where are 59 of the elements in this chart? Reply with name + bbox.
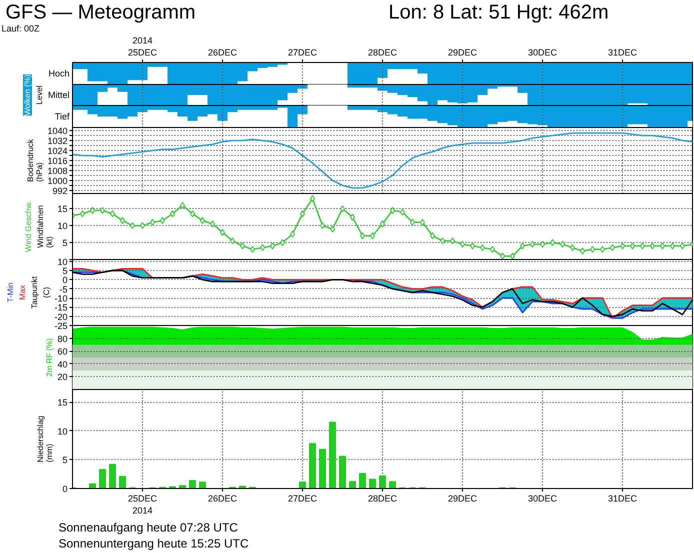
x-tick-label: 30DEC <box>528 48 558 58</box>
text: Wolken (%) <box>23 74 32 116</box>
y-tick-label: -15 <box>54 302 68 313</box>
x-tick-label: 28DEC <box>368 48 398 58</box>
y-tick-label: 20 <box>57 372 68 382</box>
text: Wind Geschw. <box>24 200 33 252</box>
y-axis-title: Niederschlag (mm) <box>36 416 54 462</box>
text: GFS — Meteogramm <box>6 2 196 24</box>
text: Taupunkt <box>30 275 39 309</box>
y-tick-label: 1032 <box>47 136 68 146</box>
y-tick-label: 5 <box>62 455 68 466</box>
y-tick-label: 5 <box>62 266 68 276</box>
text: T-Min <box>6 282 15 302</box>
y-tick-label: 15 <box>57 398 68 408</box>
text: Sonnenaufgang heute 07:28 UTC <box>58 520 238 534</box>
x-tick-label: 27DEC <box>288 48 318 58</box>
y-tick-label: 15 <box>57 204 68 214</box>
series-label: Tief <box>54 112 70 122</box>
y-tick-label: 5 <box>62 238 68 248</box>
y-tick-label: 60 <box>57 346 68 357</box>
x-tick-label: 27DEC <box>288 494 318 504</box>
text: Lauf: 00Z <box>2 24 40 34</box>
y-tick-label: 80 <box>57 334 68 344</box>
y-tick-label: -20 <box>54 312 68 322</box>
y-tick-label: 10 <box>57 426 68 436</box>
y-tick-label: 1040 <box>47 126 68 136</box>
y-tick-label: 992 <box>52 186 68 196</box>
series-label: Mittel <box>48 90 70 100</box>
y-tick-label: -25 <box>54 321 68 331</box>
x-tick-label: 30DEC <box>528 494 558 504</box>
x-tick-label: 31DEC <box>608 494 638 504</box>
text: Max <box>18 284 27 300</box>
y-tick-label: -10 <box>54 294 68 304</box>
x-tick-label: 26DEC <box>208 48 238 58</box>
x-tick-label: 29DEC <box>448 48 478 58</box>
text: Sonnenuntergang heute 15:25 UTC <box>58 536 249 550</box>
y-tick-label: 0 <box>62 275 68 286</box>
y-tick-label: 1016 <box>47 156 68 166</box>
y-tick-label: -5 <box>60 284 68 294</box>
y-axis-title: (C) <box>42 286 51 298</box>
y-axis-title: Bodendruck (hPa) <box>26 138 44 182</box>
y-tick-label: 1024 <box>47 146 68 156</box>
y-tick-label: 10 <box>57 221 68 232</box>
text: Lon: 8 Lat: 51 Hgt: 462m <box>388 2 609 24</box>
y-tick-label: 40 <box>57 359 68 370</box>
text: 2m RF (%) <box>45 338 54 377</box>
y-tick-label: 1008 <box>47 166 68 176</box>
y-axis-title: Windfahnen (kt) <box>36 205 54 248</box>
x-tick-label: 2014 25DEC <box>128 36 158 58</box>
series-label: Hoch <box>48 68 70 78</box>
x-tick-label: 25DEC 2014 <box>128 494 158 516</box>
x-tick-label: 31DEC <box>608 48 638 58</box>
x-tick-label: 29DEC <box>448 494 478 504</box>
y-tick-label: 10 <box>57 256 68 267</box>
y-tick-label: 1000 <box>47 176 68 186</box>
x-tick-label: 26DEC <box>208 494 238 504</box>
y-tick-label: 0 <box>62 484 68 494</box>
y-axis-title: Level <box>35 85 44 105</box>
x-tick-label: 28DEC <box>368 494 398 504</box>
